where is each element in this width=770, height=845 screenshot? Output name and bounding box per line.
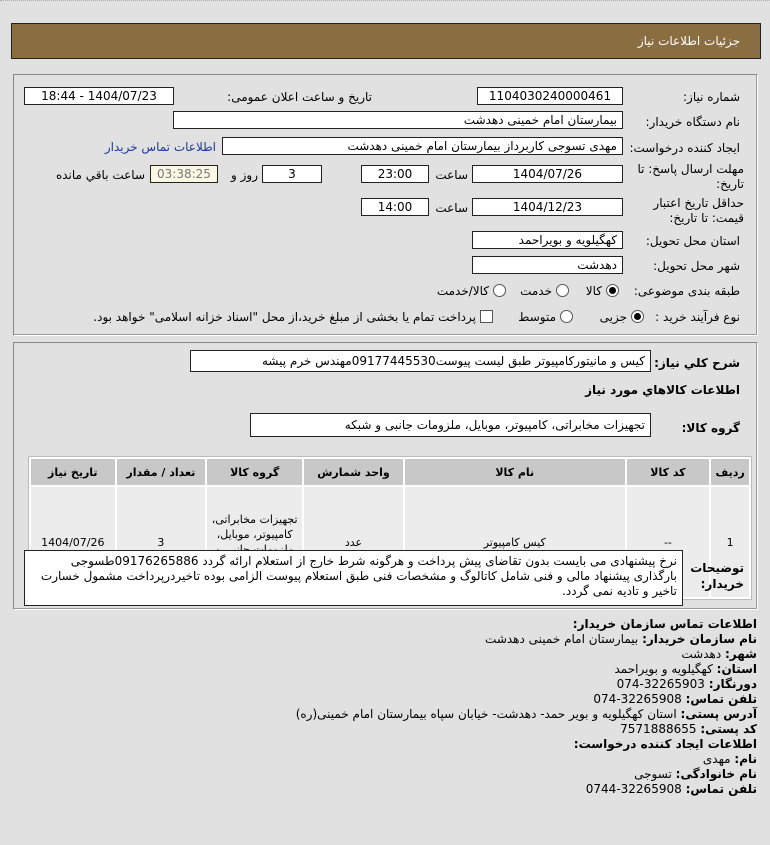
col-row: ردیف: [711, 459, 749, 485]
org-label: نام سازمان خریدار:: [642, 632, 757, 646]
summary-field[interactable]: کیس و مانیتورکامپیوتر طبق لیست پیوست0917…: [190, 350, 651, 372]
summary-label: شرح کلي نیاز:: [654, 356, 740, 370]
col-code: کد کالا: [626, 459, 710, 485]
page-title: جزئیات اطلاعات نیاز: [637, 34, 740, 48]
need-number-label: شماره نیاز:: [683, 90, 740, 104]
name-label: نام:: [734, 752, 757, 766]
buyer-label: نام دستگاه خریدار:: [645, 115, 741, 129]
validity-time-label: ساعت: [435, 201, 468, 215]
category-label: طبقه بندی موضوعی:: [633, 284, 740, 298]
col-name: نام کالا: [404, 459, 625, 485]
goods-section-title: اطلاعات کالاهاي مورد نیاز: [585, 383, 740, 397]
col-qty: تعداد / مقدار: [116, 459, 206, 485]
cell-row: 1: [711, 487, 749, 597]
need-number-field[interactable]: 1104030240000461: [477, 87, 623, 105]
phone-value: 32265908-074: [593, 692, 682, 706]
announce-field[interactable]: 1404/07/23 - 18:44: [24, 87, 174, 105]
announce-label: تاریخ و ساعت اعلان عمومی:: [227, 90, 372, 104]
days-field[interactable]: 3: [262, 165, 322, 183]
creator-phone-value: 32265908-0744: [585, 782, 682, 796]
buyer-field[interactable]: بیمارستان امام خمینی دهدشت: [173, 111, 623, 129]
payment-note: پرداخت تمام یا بخشی از مبلغ خرید،از محل …: [93, 310, 476, 324]
validity-time-field[interactable]: 14:00: [361, 198, 429, 216]
family-value: تسوجی: [634, 767, 672, 781]
group-label: گروه کالا:: [681, 421, 740, 435]
details-panel: [13, 342, 758, 610]
process-minor-label: جزیی: [599, 310, 627, 324]
category-service-radio[interactable]: [556, 284, 569, 297]
col-group: گروه کالا: [207, 459, 303, 485]
city-label: شهر محل تحویل:: [653, 259, 740, 273]
page-header: جزئیات اطلاعات نیاز: [11, 23, 761, 59]
postal-label: کد پستی:: [700, 722, 757, 736]
category-both-label: کالا/خدمت: [436, 284, 489, 298]
org-value: بیمارستان امام خمینی دهدشت: [485, 632, 639, 646]
group-field[interactable]: تجهیزات مخابراتی، کامپیوتر، موبایل، ملزو…: [250, 413, 651, 437]
col-unit: واحد شمارش: [304, 459, 403, 485]
phone-label: تلفن تماس:: [685, 692, 757, 706]
name-value: مهدی: [702, 752, 731, 766]
process-minor-radio[interactable]: [631, 310, 644, 323]
province-field[interactable]: کهگیلویه و بویراحمد: [472, 231, 623, 249]
family-label: نام خانوادگی:: [675, 767, 757, 781]
city-value: دهدشت: [681, 647, 722, 661]
city-field[interactable]: دهدشت: [472, 256, 623, 274]
postal-value: 7571888655: [620, 722, 697, 736]
validity-date-field[interactable]: 1404/12/23: [472, 198, 623, 216]
province-label: استان:: [716, 662, 757, 676]
deadline-date-field[interactable]: 1404/07/26: [472, 165, 623, 183]
fax-value: 32265903-074: [616, 677, 705, 691]
deadline-label: مهلت ارسال پاسخ: تا تاریخ:: [637, 162, 744, 191]
address-value: استان کهگیلویه و بویر حمد- دهدشت- خیابان…: [295, 707, 677, 721]
buyer-contact-link[interactable]: اطلاعات تماس خریدار: [104, 140, 216, 154]
process-medium-label: متوسط: [518, 310, 556, 324]
treasury-payment-checkbox[interactable]: [480, 310, 493, 323]
category-both-radio[interactable]: [493, 284, 506, 297]
category-service-label: خدمت: [520, 284, 552, 298]
contact-info: اطلاعات تماس سازمان خریدار: نام سازمان خ…: [296, 617, 757, 797]
remaining-time-field: 03:38:25: [150, 165, 218, 183]
address-label: آدرس پستی:: [680, 707, 757, 721]
notes-label: توضیحات خریدار:: [690, 561, 744, 591]
days-label: روز و: [231, 168, 258, 182]
validity-label: حداقل تاریخ اعتبار قیمت: تا تاریخ:: [653, 196, 744, 225]
buyer-notes-field: نرخ پیشنهادی می بایست بدون تقاضای پیش پر…: [24, 550, 683, 606]
city-label: شهر:: [725, 647, 757, 661]
category-goods-radio[interactable]: [606, 284, 619, 297]
contact-title: اطلاعات تماس سازمان خریدار:: [572, 617, 757, 631]
process-medium-radio[interactable]: [560, 310, 573, 323]
col-date: تاریخ نیاز: [31, 459, 115, 485]
province-value: کهگیلویه و بویراحمد: [614, 662, 713, 676]
deadline-time-label: ساعت: [435, 168, 468, 182]
category-goods-label: کالا: [585, 284, 602, 298]
creator-label: ایجاد کننده درخواست:: [629, 141, 740, 155]
fax-label: دورنگار:: [708, 677, 757, 691]
need-info-panel: [13, 74, 758, 336]
creator-phone-label: تلفن تماس:: [685, 782, 757, 796]
top-divider: [0, 0, 770, 2]
deadline-time-field[interactable]: 23:00: [361, 165, 429, 183]
creator-title: اطلاعات ایجاد کننده درخواست:: [573, 737, 757, 751]
table-header-row: ردیف کد کالا نام کالا واحد شمارش گروه کا…: [31, 459, 749, 485]
creator-field[interactable]: مهدی تسوجی کاربرداز بیمارستان امام خمینی…: [222, 137, 623, 155]
process-label: نوع فرآیند خرید :: [655, 310, 740, 324]
province-label: استان محل تحویل:: [645, 234, 740, 248]
remaining-label: ساعت باقي مانده: [55, 168, 145, 182]
